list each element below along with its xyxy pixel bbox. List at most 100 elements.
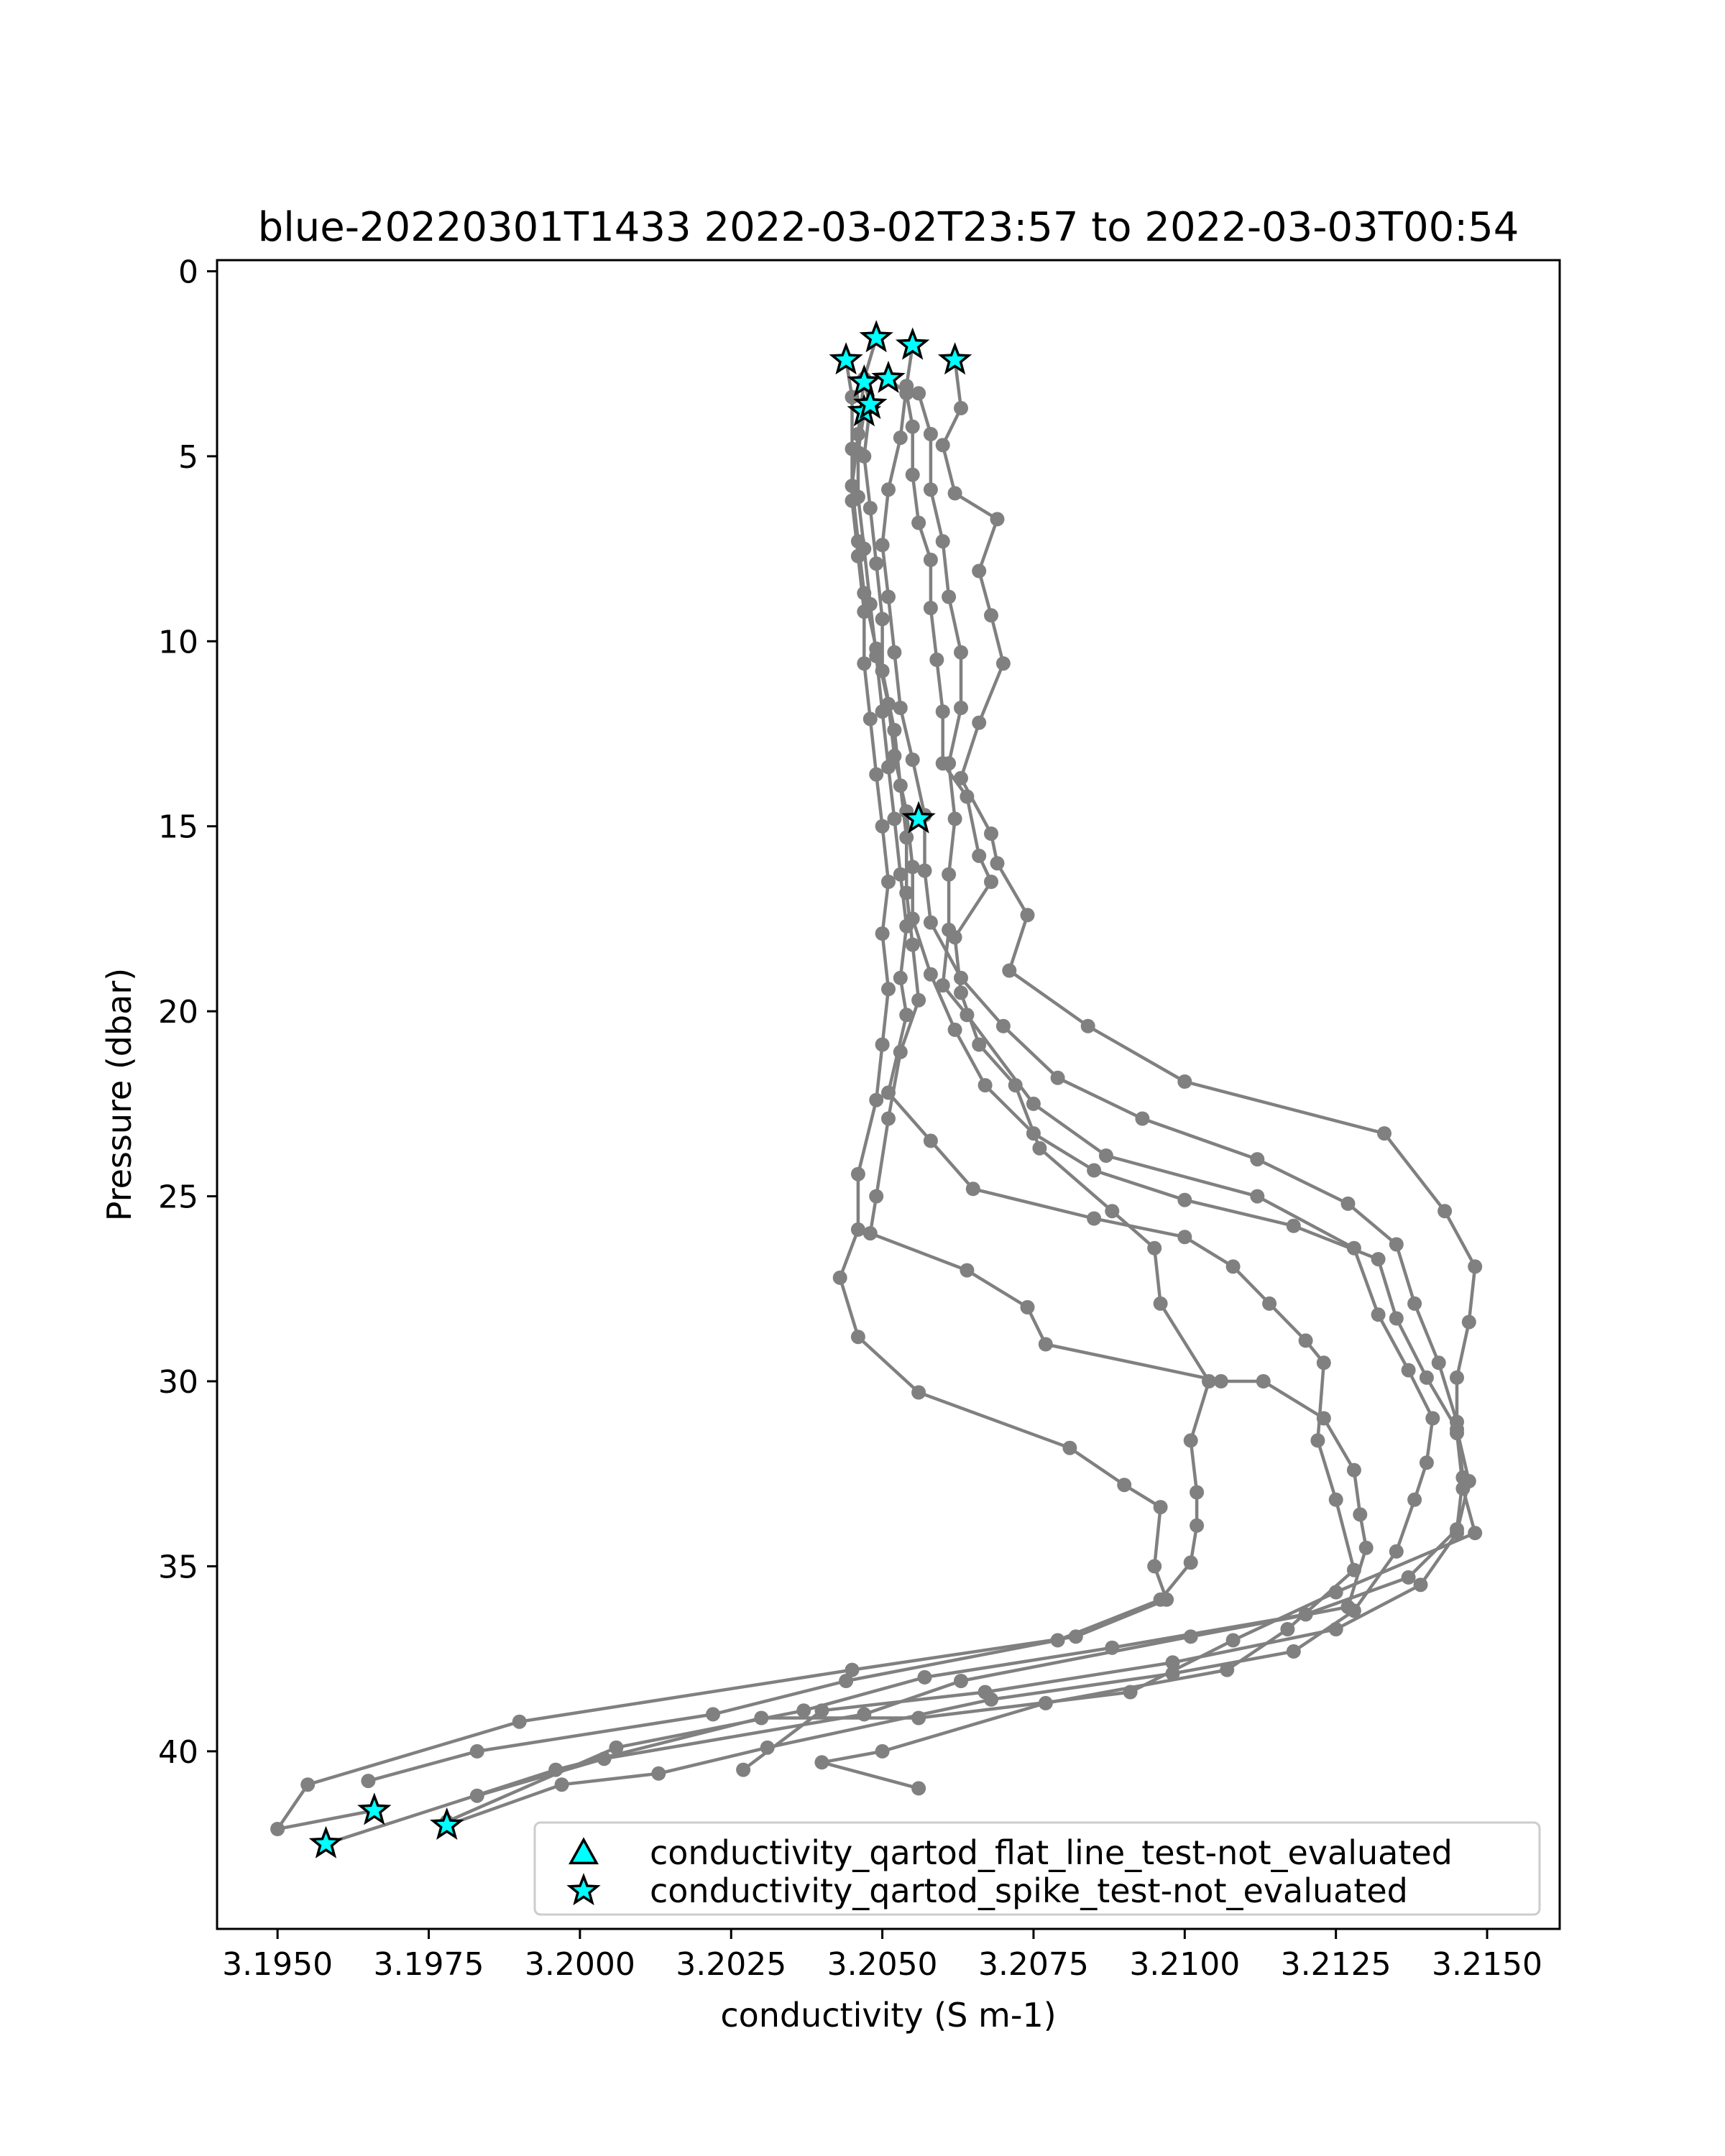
data-point <box>1256 1374 1271 1388</box>
data-point <box>469 1788 484 1803</box>
x-tick-label: 3.2125 <box>1281 1946 1392 1983</box>
data-point <box>869 1092 884 1107</box>
data-point <box>850 1166 865 1181</box>
data-point <box>862 501 878 515</box>
spike-test-flag-marker <box>895 327 930 360</box>
data-point <box>862 596 878 612</box>
data-point <box>893 430 908 446</box>
data-point <box>1407 1492 1422 1507</box>
data-point <box>881 482 896 497</box>
data-point <box>923 967 938 982</box>
data-point <box>548 1762 564 1777</box>
data-point <box>887 748 902 763</box>
data-point <box>1286 1218 1301 1233</box>
data-point <box>1032 1141 1047 1156</box>
data-point <box>887 811 902 826</box>
data-point <box>954 701 968 715</box>
data-point <box>1080 1018 1095 1033</box>
data-point <box>899 830 914 845</box>
data-point <box>857 656 872 671</box>
data-point <box>1068 1629 1083 1644</box>
data-point <box>1026 1126 1041 1141</box>
data-point <box>917 863 932 878</box>
data-point <box>1190 1485 1205 1500</box>
legend-box <box>533 1821 1541 1916</box>
data-point <box>954 400 968 415</box>
data-point <box>1407 1296 1422 1311</box>
data-point <box>597 1751 612 1766</box>
data-point <box>1220 1662 1235 1677</box>
data-point <box>893 867 908 882</box>
y-tick-label: 30 <box>158 1364 198 1401</box>
data-point <box>905 860 920 875</box>
data-point <box>1135 1111 1150 1126</box>
data-point <box>1346 1462 1361 1478</box>
data-point <box>875 1743 890 1759</box>
data-point <box>1250 1152 1265 1167</box>
data-point <box>1468 1259 1483 1274</box>
data-point <box>814 1703 829 1718</box>
data-point <box>935 704 950 719</box>
data-point <box>972 715 987 730</box>
data-point <box>869 1189 884 1204</box>
x-tick-label: 3.1975 <box>374 1946 484 1983</box>
data-point <box>1328 1622 1343 1636</box>
data-point <box>1468 1526 1483 1541</box>
y-tick-label: 10 <box>158 624 198 660</box>
data-point <box>923 915 938 930</box>
y-axis-ticks: 0 5 10 15 20 25 30 35 40 <box>158 254 217 1771</box>
data-point <box>875 612 890 627</box>
data-point <box>270 1822 285 1836</box>
spike-test-flag-marker <box>853 386 888 420</box>
data-point <box>1117 1478 1132 1493</box>
y-tick-label: 15 <box>158 809 198 846</box>
data-point <box>911 1385 926 1400</box>
data-point <box>850 1330 865 1345</box>
data-point <box>1389 1237 1404 1252</box>
data-point <box>881 1085 896 1100</box>
data-point <box>942 756 957 771</box>
data-point <box>1183 1629 1198 1644</box>
y-tick-label: 0 <box>178 254 198 290</box>
data-point <box>1153 1592 1168 1607</box>
data-point <box>935 534 950 549</box>
data-point <box>1438 1204 1453 1219</box>
data-point <box>1340 1196 1356 1211</box>
data-point <box>845 479 860 494</box>
data-point <box>1123 1685 1138 1700</box>
data-point <box>923 553 938 567</box>
data-point <box>1213 1374 1228 1388</box>
data-point <box>905 937 920 952</box>
spike-test-flag-marker <box>847 364 882 397</box>
data-point <box>881 982 896 997</box>
data-point <box>469 1743 484 1759</box>
data-point <box>1153 1296 1168 1311</box>
data-point <box>923 427 938 441</box>
data-point <box>1250 1189 1265 1204</box>
data-point <box>990 856 1005 871</box>
data-point <box>651 1766 666 1781</box>
data-point <box>905 752 920 768</box>
data-point <box>923 601 938 615</box>
data-point <box>1026 1096 1041 1111</box>
data-point <box>1177 1074 1192 1089</box>
x-axis-label: conductivity (S m-1) <box>720 1996 1056 2035</box>
data-point <box>1455 1470 1471 1485</box>
data-point <box>972 1037 987 1052</box>
data-point <box>875 538 890 553</box>
data-point <box>1450 1370 1464 1385</box>
data-point <box>1153 1500 1168 1515</box>
y-axis-label: Pressure (dbar) <box>100 968 139 1221</box>
data-point <box>300 1777 316 1792</box>
data-point <box>706 1707 720 1722</box>
spike-test-flag-marker <box>859 320 893 353</box>
data-point <box>1389 1544 1404 1559</box>
data-point <box>905 467 920 482</box>
data-point <box>1286 1644 1301 1659</box>
data-point <box>1461 1314 1476 1330</box>
data-point <box>1190 1518 1205 1533</box>
x-tick-label: 3.2050 <box>827 1946 938 1983</box>
legend: conductivity_qartod_flat_line_test-not_e… <box>533 1821 1541 1916</box>
spike-test-flag-marker <box>901 801 936 834</box>
